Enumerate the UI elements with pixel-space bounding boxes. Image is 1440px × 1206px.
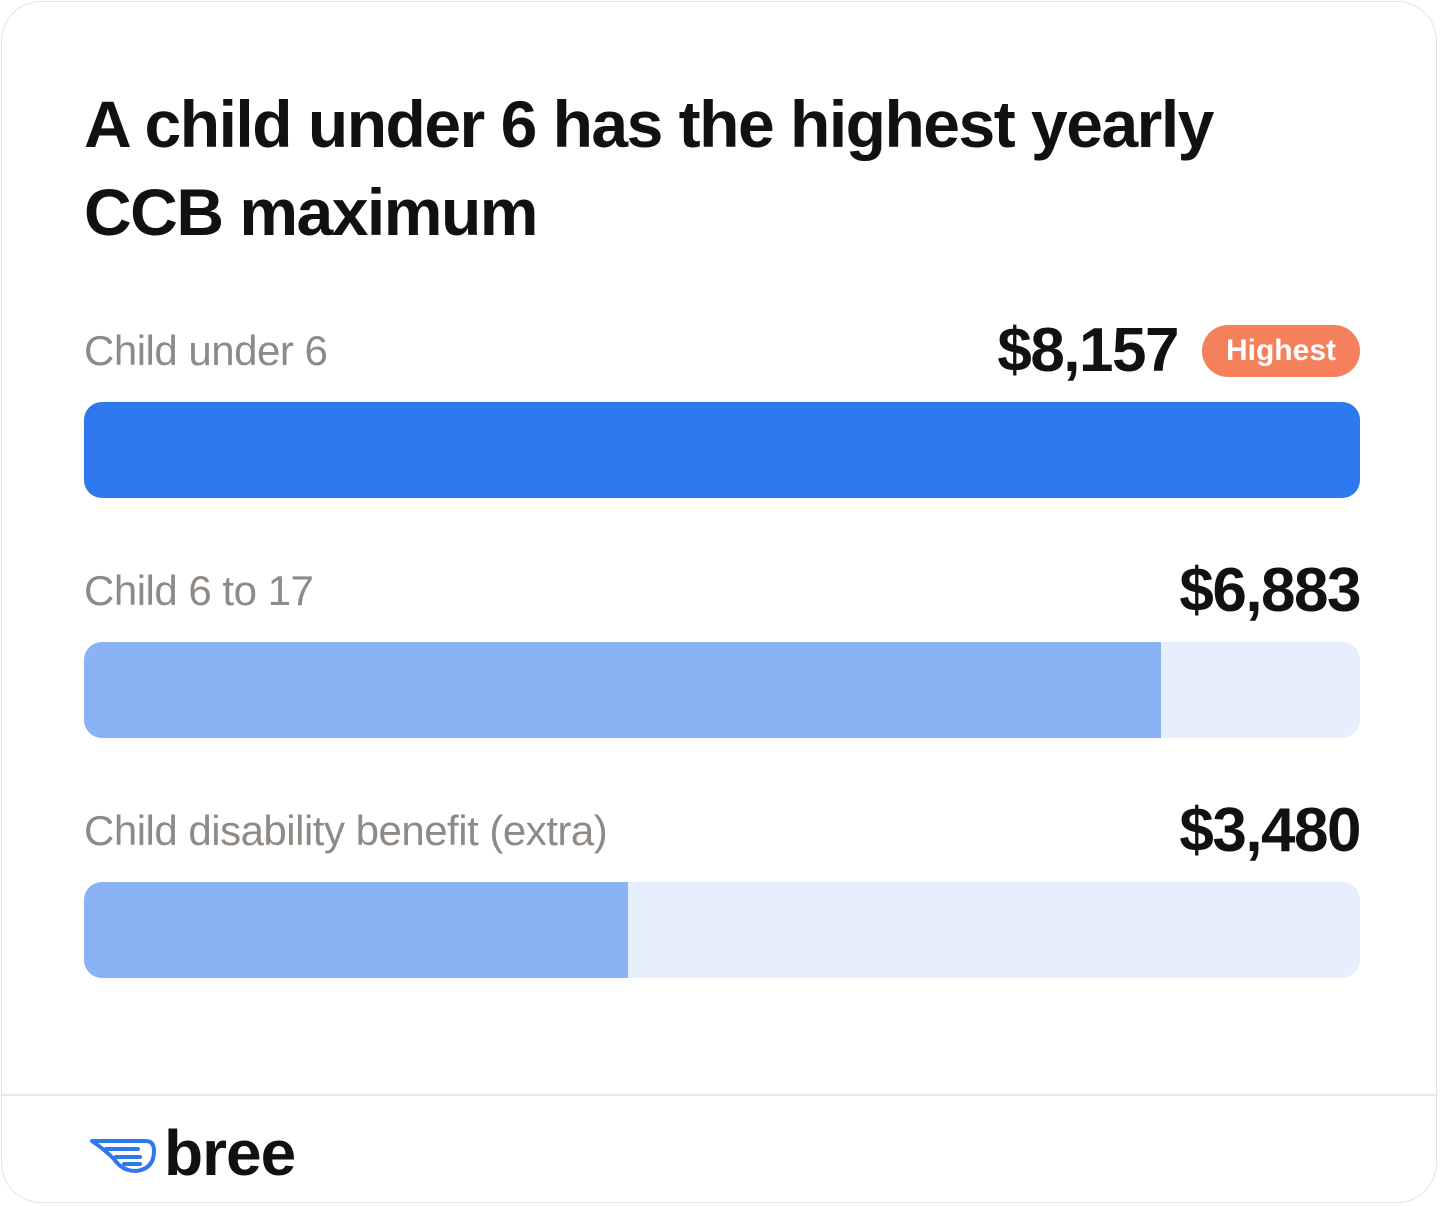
chart-title: A child under 6 has the highest yearly C… bbox=[84, 87, 1214, 249]
bar-value-group: $6,883 bbox=[1179, 556, 1361, 626]
bar-row: Child 6 to 17 $6,883 bbox=[84, 556, 1361, 738]
bar bbox=[84, 642, 1161, 738]
bar-category-label: Child disability benefit (extra) bbox=[84, 807, 608, 854]
bar-row: Child under 6 $8,157 Highest bbox=[84, 316, 1360, 498]
bar bbox=[84, 402, 1360, 498]
bar-value-label: $8,157 bbox=[997, 316, 1179, 385]
bar-track bbox=[84, 402, 1360, 498]
bar bbox=[84, 882, 628, 978]
bar-category-label: Child 6 to 17 bbox=[84, 567, 314, 614]
footer-divider bbox=[2, 1094, 1436, 1096]
bar-value-label: $6,883 bbox=[1179, 556, 1361, 625]
wing-icon bbox=[90, 1139, 156, 1173]
bar-value-label: $3,480 bbox=[1179, 796, 1361, 865]
bar-row: Child disability benefit (extra) $3,480 bbox=[84, 796, 1361, 978]
bar-value-group: $3,480 bbox=[1179, 796, 1361, 866]
brand-name: bree bbox=[164, 1117, 296, 1189]
bar-value-group: $8,157 Highest bbox=[997, 316, 1360, 386]
highest-badge: Highest bbox=[1201, 325, 1360, 377]
bar-track bbox=[84, 882, 1360, 978]
brand-logo: bree bbox=[88, 1117, 296, 1189]
bar-track bbox=[84, 642, 1360, 738]
bar-category-label: Child under 6 bbox=[84, 327, 328, 374]
